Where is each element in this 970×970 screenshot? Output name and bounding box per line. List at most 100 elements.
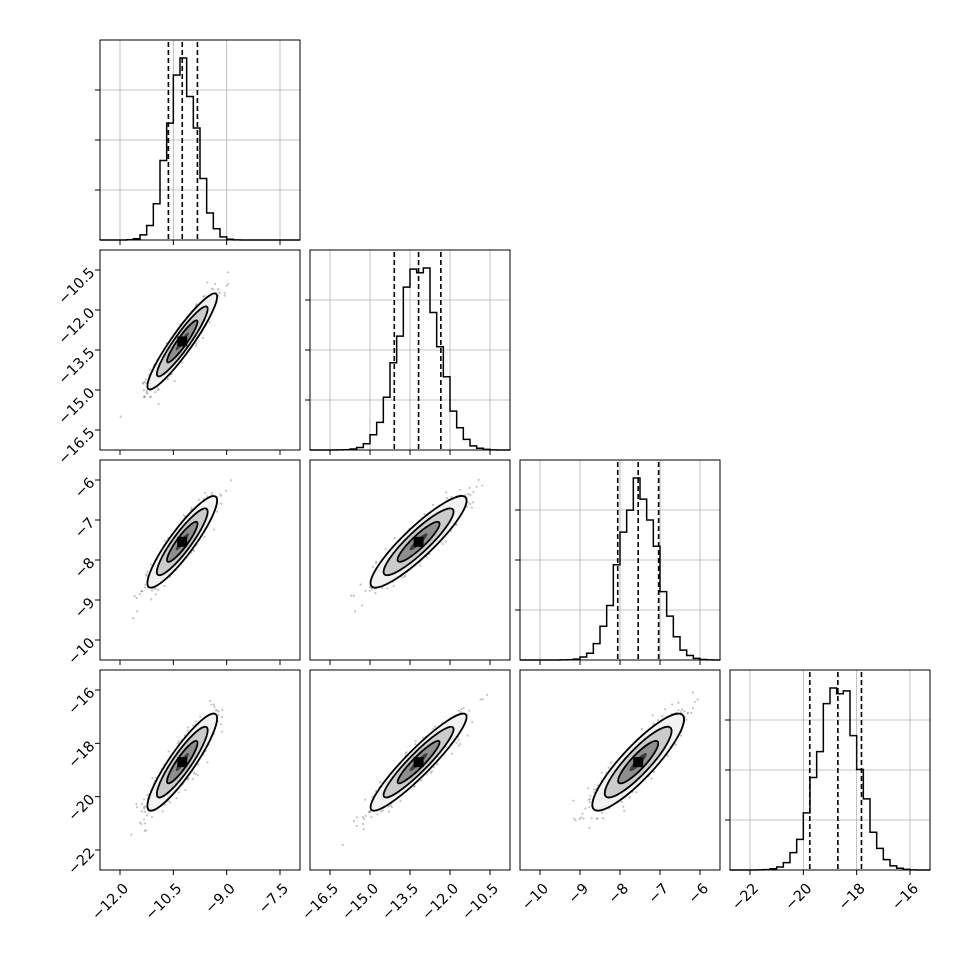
scatter-point (341, 843, 344, 847)
panel-2-1 (309, 459, 511, 665)
scatter-point (177, 791, 180, 794)
scatter-point (142, 798, 146, 801)
scatter-point (628, 796, 631, 799)
scatter-point (144, 829, 148, 832)
scatter-point (157, 402, 160, 406)
scatter-point (220, 494, 223, 497)
scatter-point (223, 291, 226, 294)
scatter-point (420, 779, 423, 782)
scatter-point (384, 548, 387, 551)
scatter-point (596, 817, 599, 820)
scatter-point (145, 814, 149, 817)
scatter-point (146, 570, 149, 573)
scatter-area (350, 478, 484, 613)
scatter-point (367, 811, 371, 814)
scatter-point (472, 501, 475, 504)
scatter-point (196, 774, 199, 777)
x-tick-label: −12.0 (89, 881, 132, 924)
x-tick-label: −13.5 (379, 881, 422, 924)
scatter-point (150, 589, 154, 592)
scatter-point (181, 361, 184, 364)
scatter-point (686, 712, 689, 715)
panel-3-0: −12.0 −10.5 −9.0 −7.5−16−18−20−22 (65, 669, 301, 924)
scatter-point (459, 742, 462, 746)
grid-lines (520, 460, 720, 660)
scatter-point (145, 389, 148, 392)
scatter-point (457, 738, 460, 741)
scatter-point (194, 720, 197, 723)
scatter-point (130, 833, 133, 836)
scatter-point (143, 380, 146, 383)
scatter-point (143, 395, 146, 398)
scatter-point (119, 415, 122, 418)
scatter-point (220, 716, 224, 719)
scatter-point (469, 493, 472, 496)
scatter-point (460, 707, 463, 711)
scatter-point (149, 368, 152, 371)
scatter-point (432, 766, 436, 769)
scatter-point (219, 493, 222, 496)
scatter-point (142, 382, 145, 385)
scatter-point (199, 715, 202, 718)
scatter-point (466, 734, 469, 737)
scatter-point (436, 762, 439, 766)
scatter-area (132, 479, 233, 620)
scatter-point (393, 537, 396, 540)
x-tick-label: −7.5 (256, 881, 292, 917)
scatter-point (362, 827, 365, 831)
scatter-point (136, 610, 139, 613)
x-tick-label: −12.0 (419, 881, 462, 924)
scatter-point (587, 787, 590, 790)
y-tick-label: −22 (65, 845, 98, 878)
scatter-point (175, 797, 178, 800)
y-tick-label: −16.5 (56, 425, 99, 468)
scatter-point (144, 822, 147, 825)
scatter-point (381, 809, 384, 812)
scatter-point (151, 776, 154, 780)
scatter-point (221, 708, 224, 711)
scatter-point (136, 806, 139, 809)
scatter-point (144, 583, 147, 586)
scatter-point (379, 780, 382, 784)
scatter-point (679, 711, 683, 714)
scatter-point (445, 491, 448, 494)
scatter-point (471, 721, 474, 724)
scatter-point (203, 535, 206, 539)
density-peak (413, 757, 424, 768)
scatter-point (352, 594, 355, 597)
scatter-point (186, 778, 189, 781)
y-tick-label: −10 (65, 635, 98, 668)
scatter-point (355, 824, 358, 828)
scatter-point (213, 705, 216, 709)
scatter-point (157, 388, 160, 391)
scatter-point (208, 321, 211, 324)
scatter-point (163, 803, 167, 806)
scatter-point (145, 391, 148, 394)
scatter-point (681, 708, 684, 711)
scatter-point (135, 596, 138, 600)
scatter-point (217, 295, 220, 298)
scatter-point (225, 284, 228, 288)
scatter-point (196, 763, 200, 766)
scatter-point (401, 576, 404, 579)
scatter-point (381, 586, 384, 590)
scatter-point (593, 791, 596, 794)
scatter-point (133, 595, 136, 598)
scatter-area (130, 699, 224, 836)
panel-2-0: −6−7−8−9−10 (65, 459, 301, 668)
scatter-point (214, 709, 217, 712)
scatter-point (141, 590, 144, 593)
y-tick-label: −9 (72, 595, 98, 621)
scatter-point (210, 287, 213, 290)
scatter-point (219, 723, 222, 726)
scatter-point (203, 294, 206, 298)
density-peak (177, 336, 188, 347)
scatter-point (364, 798, 367, 801)
scatter-point (464, 493, 467, 497)
scatter-point (370, 815, 373, 819)
x-tick-label: −16.5 (299, 881, 342, 924)
scatter-point (210, 703, 213, 706)
panel-background (100, 670, 300, 870)
